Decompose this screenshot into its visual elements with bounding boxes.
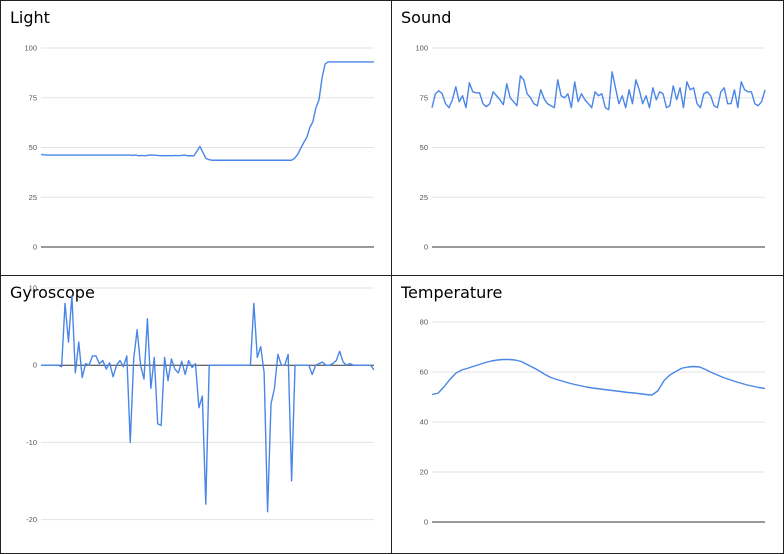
sound-chart: 0 25 50 75 100 xyxy=(415,44,766,252)
y-tick-label: 50 xyxy=(420,143,428,152)
temperature-chart: 0 20 40 60 80 xyxy=(420,318,766,527)
y-tick-label: 0 xyxy=(424,518,428,527)
chart-panel-gyroscope: Gyroscope -20 -10 0 10 xyxy=(1,276,392,553)
y-tick-label: 0 xyxy=(33,361,37,370)
y-tick-label: 100 xyxy=(415,44,428,53)
series-line xyxy=(431,71,766,111)
y-tick-label: 50 xyxy=(29,143,37,152)
series-line xyxy=(41,295,375,513)
y-tick-label: 75 xyxy=(420,93,428,102)
y-tick-label: 10 xyxy=(29,284,37,293)
y-tick-label: -20 xyxy=(26,515,37,524)
chart-panel-sound: Sound 0 25 50 75 100 xyxy=(392,1,783,276)
chart-title: Light xyxy=(10,8,50,27)
series-line xyxy=(431,358,766,396)
light-chart: 0 25 50 75 100 xyxy=(24,44,374,252)
chart-panel-light: Light 0 25 50 75 100 xyxy=(1,1,392,276)
y-tick-label: 80 xyxy=(420,318,428,327)
y-tick-label: 0 xyxy=(424,243,428,252)
y-tick-label: 0 xyxy=(33,243,37,252)
gyroscope-chart: -20 -10 0 10 xyxy=(26,284,375,524)
y-tick-label: 40 xyxy=(420,418,428,427)
y-tick-label: -10 xyxy=(26,438,37,447)
y-tick-label: 25 xyxy=(29,193,37,202)
y-tick-label: 100 xyxy=(24,44,37,53)
chart-title: Temperature xyxy=(401,283,503,302)
chart-panel-temperature: Temperature 0 20 40 60 80 xyxy=(392,276,783,553)
series-line xyxy=(40,61,374,161)
y-tick-label: 60 xyxy=(420,368,428,377)
y-tick-label: 75 xyxy=(29,93,37,102)
chart-title: Sound xyxy=(401,8,452,27)
y-tick-label: 25 xyxy=(420,193,428,202)
y-tick-label: 20 xyxy=(420,468,428,477)
